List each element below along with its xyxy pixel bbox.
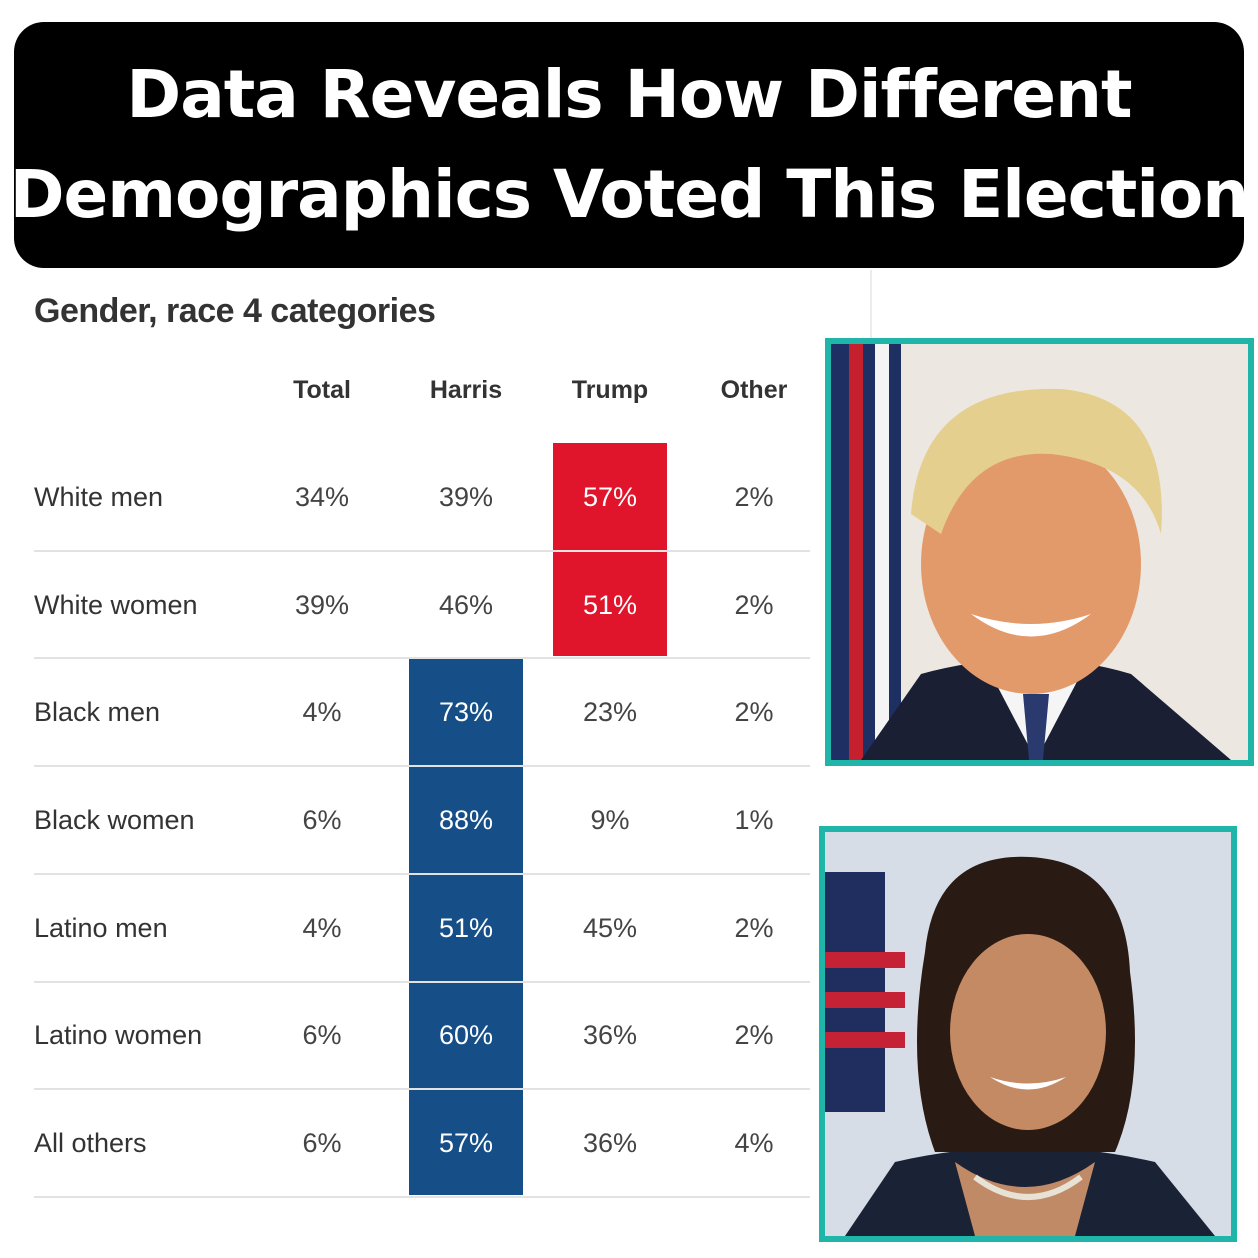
row-divider (34, 657, 810, 660)
cell-trump: 45% (582, 912, 638, 943)
cell-trump: 57% (582, 481, 638, 512)
cell-total: 6% (302, 804, 342, 835)
cell-trump: 9% (590, 804, 630, 835)
headline-line-1: Data Reveals How Different (126, 56, 1132, 133)
cell-harris: 88% (438, 804, 494, 835)
cell-trump: 23% (582, 697, 638, 728)
cell-other: 2% (734, 1020, 774, 1051)
column-header-total: Total (293, 376, 351, 404)
table-title: Gender, race 4 categories (34, 292, 436, 330)
cell-harris: 73% (438, 697, 494, 728)
cell-total: 4% (302, 697, 342, 728)
cell-other: 2% (734, 589, 774, 620)
row-label: All others (34, 1128, 147, 1159)
column-header-trump: Trump (571, 376, 649, 404)
row-label: White men (34, 481, 164, 512)
row-divider (34, 765, 810, 768)
cell-trump: 36% (582, 1128, 638, 1159)
cell-total: 34% (294, 481, 350, 512)
row-divider (34, 1195, 810, 1198)
row-label: Black men (34, 697, 161, 728)
cell-other: 4% (734, 1128, 774, 1159)
cell-harris: 57% (438, 1128, 494, 1159)
row-label: Black women (34, 804, 195, 835)
row-label: White women (34, 589, 198, 620)
row-divider (34, 1088, 810, 1091)
column-divider (870, 270, 872, 340)
cell-trump: 51% (582, 589, 638, 620)
headline-banner: Data Reveals How Different Demographics … (10, 22, 1249, 268)
cell-total: 6% (302, 1128, 342, 1159)
trump-photo (825, 338, 1254, 766)
cell-harris: 60% (438, 1020, 494, 1051)
row-label: Latino men (34, 912, 168, 943)
row-label: Latino women (34, 1020, 203, 1051)
harris-highlight (409, 659, 523, 1195)
cell-harris: 51% (438, 912, 494, 943)
cell-harris: 46% (438, 589, 494, 620)
column-header-other: Other (720, 376, 788, 404)
cell-other: 1% (734, 804, 774, 835)
cell-harris: 39% (438, 481, 494, 512)
row-divider (34, 549, 810, 552)
results-table: Total Harris Trump Other White men 34% 39% 57% 2… (34, 376, 810, 1198)
column-header-harris: Harris (429, 376, 503, 404)
cell-total: 4% (302, 912, 342, 943)
cell-other: 2% (734, 481, 774, 512)
headline-line-2: Demographics Voted This Election (9, 156, 1250, 233)
trump-portrait-icon (831, 344, 1248, 760)
trump-highlight (553, 443, 667, 656)
cell-other: 2% (734, 912, 774, 943)
row-divider (34, 980, 810, 983)
cell-other: 2% (734, 697, 774, 728)
cell-total: 6% (302, 1020, 342, 1051)
harris-photo (819, 826, 1237, 1242)
harris-portrait-icon (825, 832, 1231, 1236)
cell-total: 39% (294, 589, 350, 620)
cell-trump: 36% (582, 1020, 638, 1051)
row-divider (34, 872, 810, 875)
